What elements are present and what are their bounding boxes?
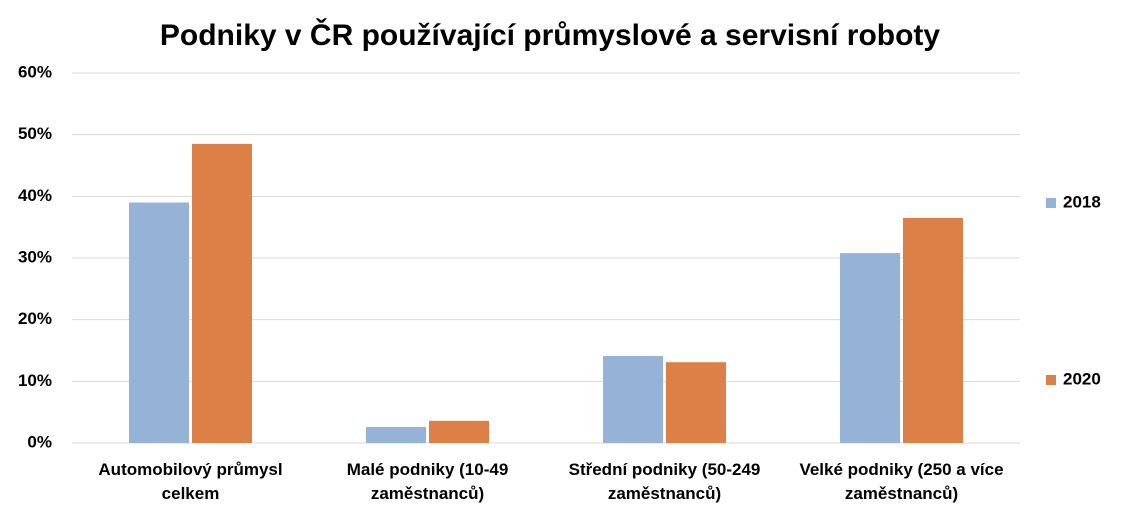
bar (666, 362, 726, 443)
bar (429, 420, 489, 443)
y-tick-label: 30% (18, 247, 52, 266)
y-tick-label: 20% (18, 309, 52, 328)
x-tick-label: Automobilový průmysl celkem (98, 460, 283, 503)
legend-label: 2020 (1063, 369, 1101, 388)
bar (840, 253, 900, 443)
legend-label: 2018 (1063, 192, 1101, 211)
bar (192, 143, 252, 443)
y-tick-label: 10% (18, 371, 52, 390)
legend-swatch (1046, 375, 1056, 385)
y-tick-label: 40% (18, 186, 52, 205)
bar (129, 202, 189, 443)
x-tick-label: Střední podniky (50-249 zaměstnanců) (568, 460, 761, 503)
legend-swatch (1046, 198, 1056, 208)
x-tick-label: Velké podniky (250 a více zaměstnanců) (799, 460, 1004, 503)
chart-title: Podniky v ČR používající průmyslové a se… (160, 18, 941, 52)
y-tick-label: 50% (18, 124, 52, 143)
bar (903, 217, 963, 443)
bar (366, 426, 426, 443)
y-tick-label: 60% (18, 62, 52, 81)
y-tick-label: 0% (27, 432, 52, 451)
x-tick-label: Malé podniky (10-49 zaměstnanců) (346, 460, 509, 503)
bar (603, 356, 663, 443)
